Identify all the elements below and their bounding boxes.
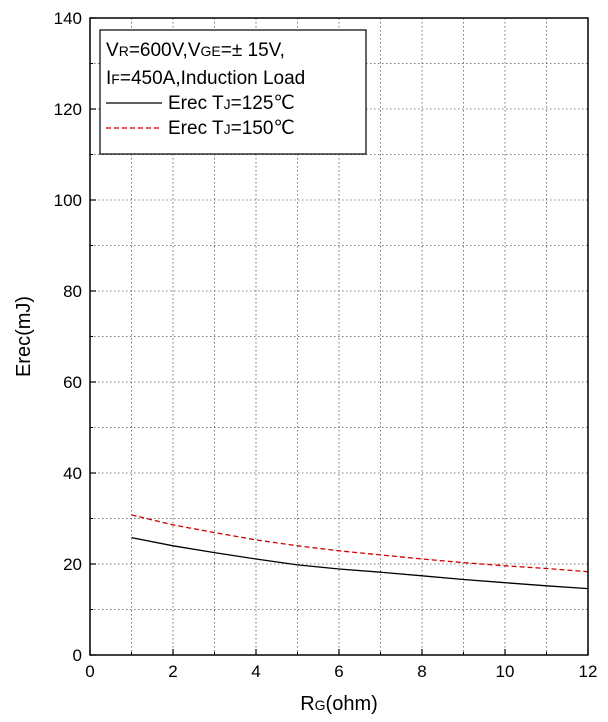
series-line-1 [131,514,589,573]
cond-if-sub: F [111,71,120,87]
x-tick-label: 4 [251,662,260,681]
y-tick-label: 40 [63,464,82,483]
x-tick-label: 2 [168,662,177,681]
x-axis-title-main: R [300,693,314,715]
y-tick-label: 0 [73,646,82,665]
legend-label-150-b: =150℃ [231,118,295,139]
legend-label-series-125: Erec TJ=125℃ [168,93,295,114]
cond-vr-sub: R [119,43,129,59]
legend-label-series-150: Erec TJ=150℃ [168,118,295,139]
x-axis-title: RG(ohm) [300,693,378,715]
y-tick-label: 80 [63,282,82,301]
legend-label-125-b: =125℃ [231,93,295,114]
legend-box [99,29,367,155]
legend-label-150-sub: J [224,121,231,137]
y-tick-label: 140 [54,9,82,28]
x-axis-title-rest: (ohm) [326,693,378,715]
legend-conditions-line1: VR=600V,VGE=± 15V, [106,40,285,61]
series-line-0 [131,536,589,590]
y-tick-label: 60 [63,373,82,392]
cond-vge: =600V,V [129,40,201,61]
legend-conditions-line2: IF=450A,Induction Load [106,68,305,89]
legend-label-125-sub: J [224,96,231,112]
cond-if-val: =450A,Induction Load [120,68,305,89]
y-axis-title: Erec(mJ) [13,296,35,377]
y-tick-label: 120 [54,100,82,119]
x-tick-label: 0 [85,662,94,681]
y-tick-label: 20 [63,555,82,574]
x-tick-label: 10 [496,662,515,681]
x-tick-label: 6 [334,662,343,681]
cond-vge-sub: GE [201,43,221,59]
cond-vr: V [106,40,119,61]
x-tick-label: 12 [579,662,598,681]
x-axis-title-sub: G [315,697,326,713]
legend: VR=600V,VGE=± 15V, IF=450A,Induction Loa… [99,29,367,155]
cond-if: I [106,68,111,89]
plot-area [131,514,589,590]
legend-label-150-a: Erec T [168,118,224,139]
cond-vge-val: =± 15V, [221,40,285,61]
x-tick-label: 8 [417,662,426,681]
legend-label-125-a: Erec T [168,93,224,114]
y-tick-label: 100 [54,191,82,210]
